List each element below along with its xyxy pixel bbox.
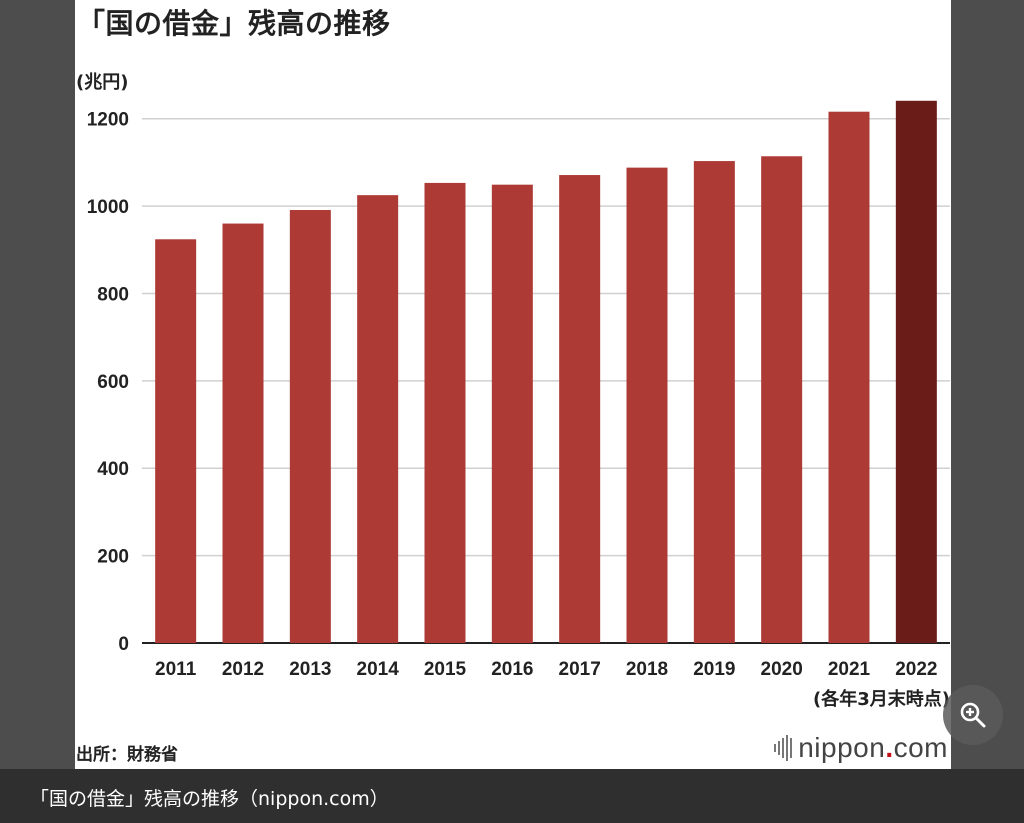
zoom-button[interactable] — [943, 685, 1003, 745]
bar-2012 — [222, 223, 264, 644]
bar-2021 — [828, 111, 870, 643]
chart-title: 「国の借金」残高の推移 — [77, 7, 391, 40]
bar-2020 — [761, 156, 803, 643]
nippon-logo: nippon.com — [774, 732, 948, 764]
caption-bar: 「国の借金」残高の推移（nippon.com） — [0, 769, 1024, 823]
bar-2022 — [895, 100, 937, 644]
y-tick-label: 1200 — [87, 110, 129, 131]
image-caption: 「国の借金」残高の推移（nippon.com） — [30, 788, 389, 810]
x-tick-label: 2013 — [289, 659, 331, 680]
y-axis-unit: (兆円) — [76, 72, 129, 93]
bar-2015 — [424, 182, 466, 644]
bar-2011 — [155, 239, 197, 643]
y-tick-label: 800 — [97, 284, 129, 305]
logo-text: nippon.com — [798, 732, 948, 763]
bar-2019 — [693, 161, 735, 643]
y-tick-label: 0 — [118, 634, 129, 655]
x-tick-label: 2017 — [559, 659, 601, 680]
bar-2014 — [357, 195, 399, 643]
x-tick-label: 2015 — [424, 659, 467, 680]
x-tick-label: 2022 — [895, 659, 937, 680]
chart-note: (各年3月末時点) — [813, 689, 950, 710]
bar-2017 — [559, 175, 601, 643]
source-label: 出所：財務省 — [76, 745, 178, 765]
zoom-in-icon — [960, 702, 986, 728]
bar-2018 — [626, 167, 668, 643]
y-tick-labels: 0 200 400 600 800 1000 1200 — [87, 110, 129, 655]
bar-2016 — [491, 184, 533, 643]
y-tick-label: 200 — [97, 547, 129, 568]
x-tick-label: 2020 — [761, 659, 803, 680]
y-tick-label: 1000 — [87, 197, 129, 218]
x-tick-label: 2014 — [357, 659, 400, 680]
gridlines — [142, 117, 950, 644]
x-tick-label: 2016 — [491, 659, 533, 680]
logo-bars-icon — [774, 735, 793, 761]
x-tick-label: 2011 — [155, 659, 197, 680]
x-tick-label: 2018 — [626, 659, 668, 680]
x-tick-label: 2012 — [222, 659, 264, 680]
bar-2013 — [289, 210, 331, 644]
bars — [155, 100, 937, 644]
y-tick-label: 600 — [97, 372, 129, 393]
y-tick-label: 400 — [97, 459, 129, 480]
x-tick-label: 2021 — [828, 659, 871, 680]
x-tick-label: 2019 — [693, 659, 735, 680]
x-tick-labels: 2011 2012 2013 2014 2015 2016 2017 2018 2019 2020… — [155, 659, 937, 680]
